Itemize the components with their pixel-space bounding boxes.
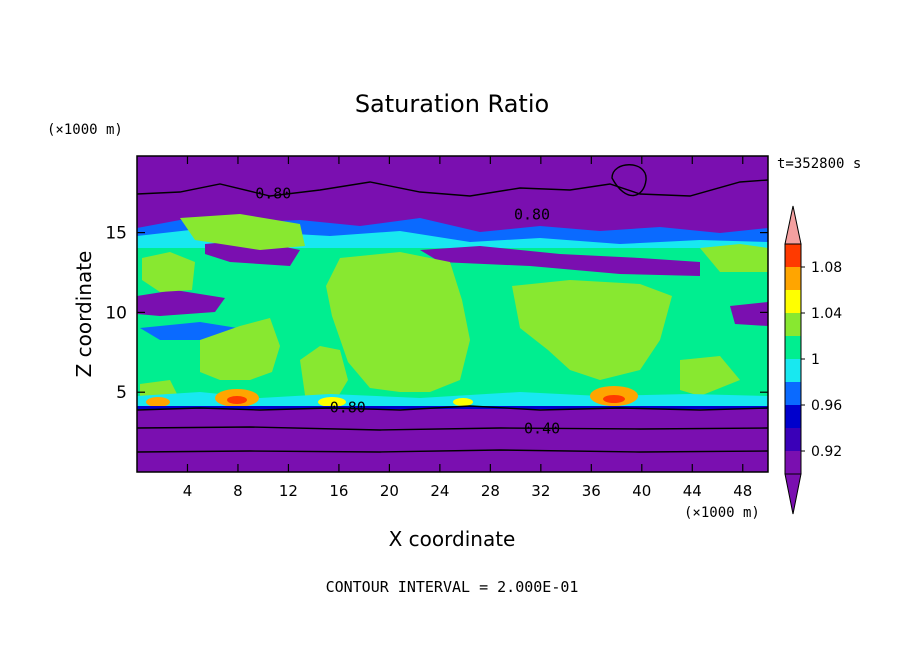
colorbar-tick-label: 1.08 <box>811 260 842 276</box>
field-region-light-green-3 <box>512 280 672 380</box>
field-peak-red-2 <box>603 395 625 403</box>
field-region-light-green-6 <box>142 252 195 292</box>
colorbar-over-arrow <box>784 205 802 245</box>
y-axis-ticks: 5 10 15 <box>105 224 768 403</box>
field-region-light-green-4 <box>200 318 280 380</box>
colorbar-tick-label: 0.96 <box>811 398 842 414</box>
chart-title: Saturation Ratio <box>355 90 549 118</box>
y-tick-label: 5 <box>116 383 127 403</box>
colorbar-swatch <box>785 428 801 451</box>
contour-label: 0.80 <box>255 185 291 203</box>
x-tick-label: 40 <box>632 482 651 500</box>
colorbar-tick-label: 1.04 <box>811 306 842 322</box>
contour-line-upper <box>137 179 768 197</box>
field-region-light-green-9 <box>680 356 740 396</box>
colorbar-swatch <box>785 451 801 474</box>
contour-line-low-2 <box>137 449 768 453</box>
x-tick-label: 12 <box>279 482 298 500</box>
colorbar-swatch <box>785 313 801 336</box>
field-region-light-green-7 <box>300 346 348 402</box>
x-tick-label: 24 <box>430 482 449 500</box>
x-tick-label: 32 <box>531 482 550 500</box>
x-axis-label: X coordinate <box>389 527 516 551</box>
x-tick-label: 28 <box>481 482 500 500</box>
field-peak-red-1 <box>227 396 247 404</box>
contour-lines <box>137 164 768 453</box>
y-tick-label: 10 <box>105 303 127 323</box>
field-peak-yellow-1 <box>318 397 346 407</box>
contour-line-upper-closed <box>611 164 647 197</box>
field-region-lower-dry <box>137 408 768 472</box>
colorbar-swatch <box>785 244 801 267</box>
field-region-stripe-4 <box>730 302 768 326</box>
x-tick-label: 16 <box>329 482 348 500</box>
x-tick-label: 20 <box>380 482 399 500</box>
contour-line-low-1 <box>137 426 768 431</box>
colorbar-tick-label: 0.92 <box>811 444 842 460</box>
y-unit-label: (×1000 m) <box>47 122 123 138</box>
x-tick-label: 44 <box>683 482 702 500</box>
field-region-light-green-1 <box>180 214 305 250</box>
plot-frame <box>136 155 769 473</box>
contour-interval-label: CONTOUR INTERVAL = 2.000E-01 <box>326 578 579 596</box>
plot-area <box>137 156 768 472</box>
x-tick-label: 36 <box>582 482 601 500</box>
colorbar-swatch <box>785 290 801 313</box>
contour-label: 0.80 <box>330 399 366 417</box>
colorbar-swatch <box>785 336 801 359</box>
colorbar-swatch <box>785 405 801 428</box>
colorbar-swatch <box>785 267 801 290</box>
contour-label: 0.40 <box>524 419 560 437</box>
y-tick-label: 15 <box>105 224 127 244</box>
field-region-stripe-3 <box>137 290 225 316</box>
field-region-stripe-2 <box>420 246 700 276</box>
time-label: t=352800 s <box>777 156 861 172</box>
colorbar-swatch <box>785 359 801 382</box>
contour-line-base <box>137 405 768 411</box>
y-axis-label: Z coordinate <box>72 251 96 378</box>
colorbar-under-arrow <box>784 473 802 515</box>
field-peak-yellow-2 <box>453 398 473 406</box>
colorbar: 0.92 0.96 1 1.04 1.08 <box>784 205 842 515</box>
contour-labels: 0.80 0.80 0.80 0.40 <box>255 185 560 438</box>
x-tick-label: 48 <box>733 482 752 500</box>
x-unit-label: (×1000 m) <box>684 505 760 521</box>
x-tick-label: 4 <box>183 482 193 500</box>
field-region-light-green-2 <box>326 252 470 392</box>
colorbar-tick-label: 1 <box>811 352 820 368</box>
x-axis-ticks: 4 8 12 16 20 24 28 32 36 40 44 48 <box>183 156 752 500</box>
x-tick-label: 8 <box>233 482 243 500</box>
contour-label: 0.80 <box>514 205 550 223</box>
colorbar-swatch <box>785 382 801 405</box>
field-region-light-green-5 <box>700 244 768 272</box>
field-peak-orange-3 <box>146 397 170 407</box>
